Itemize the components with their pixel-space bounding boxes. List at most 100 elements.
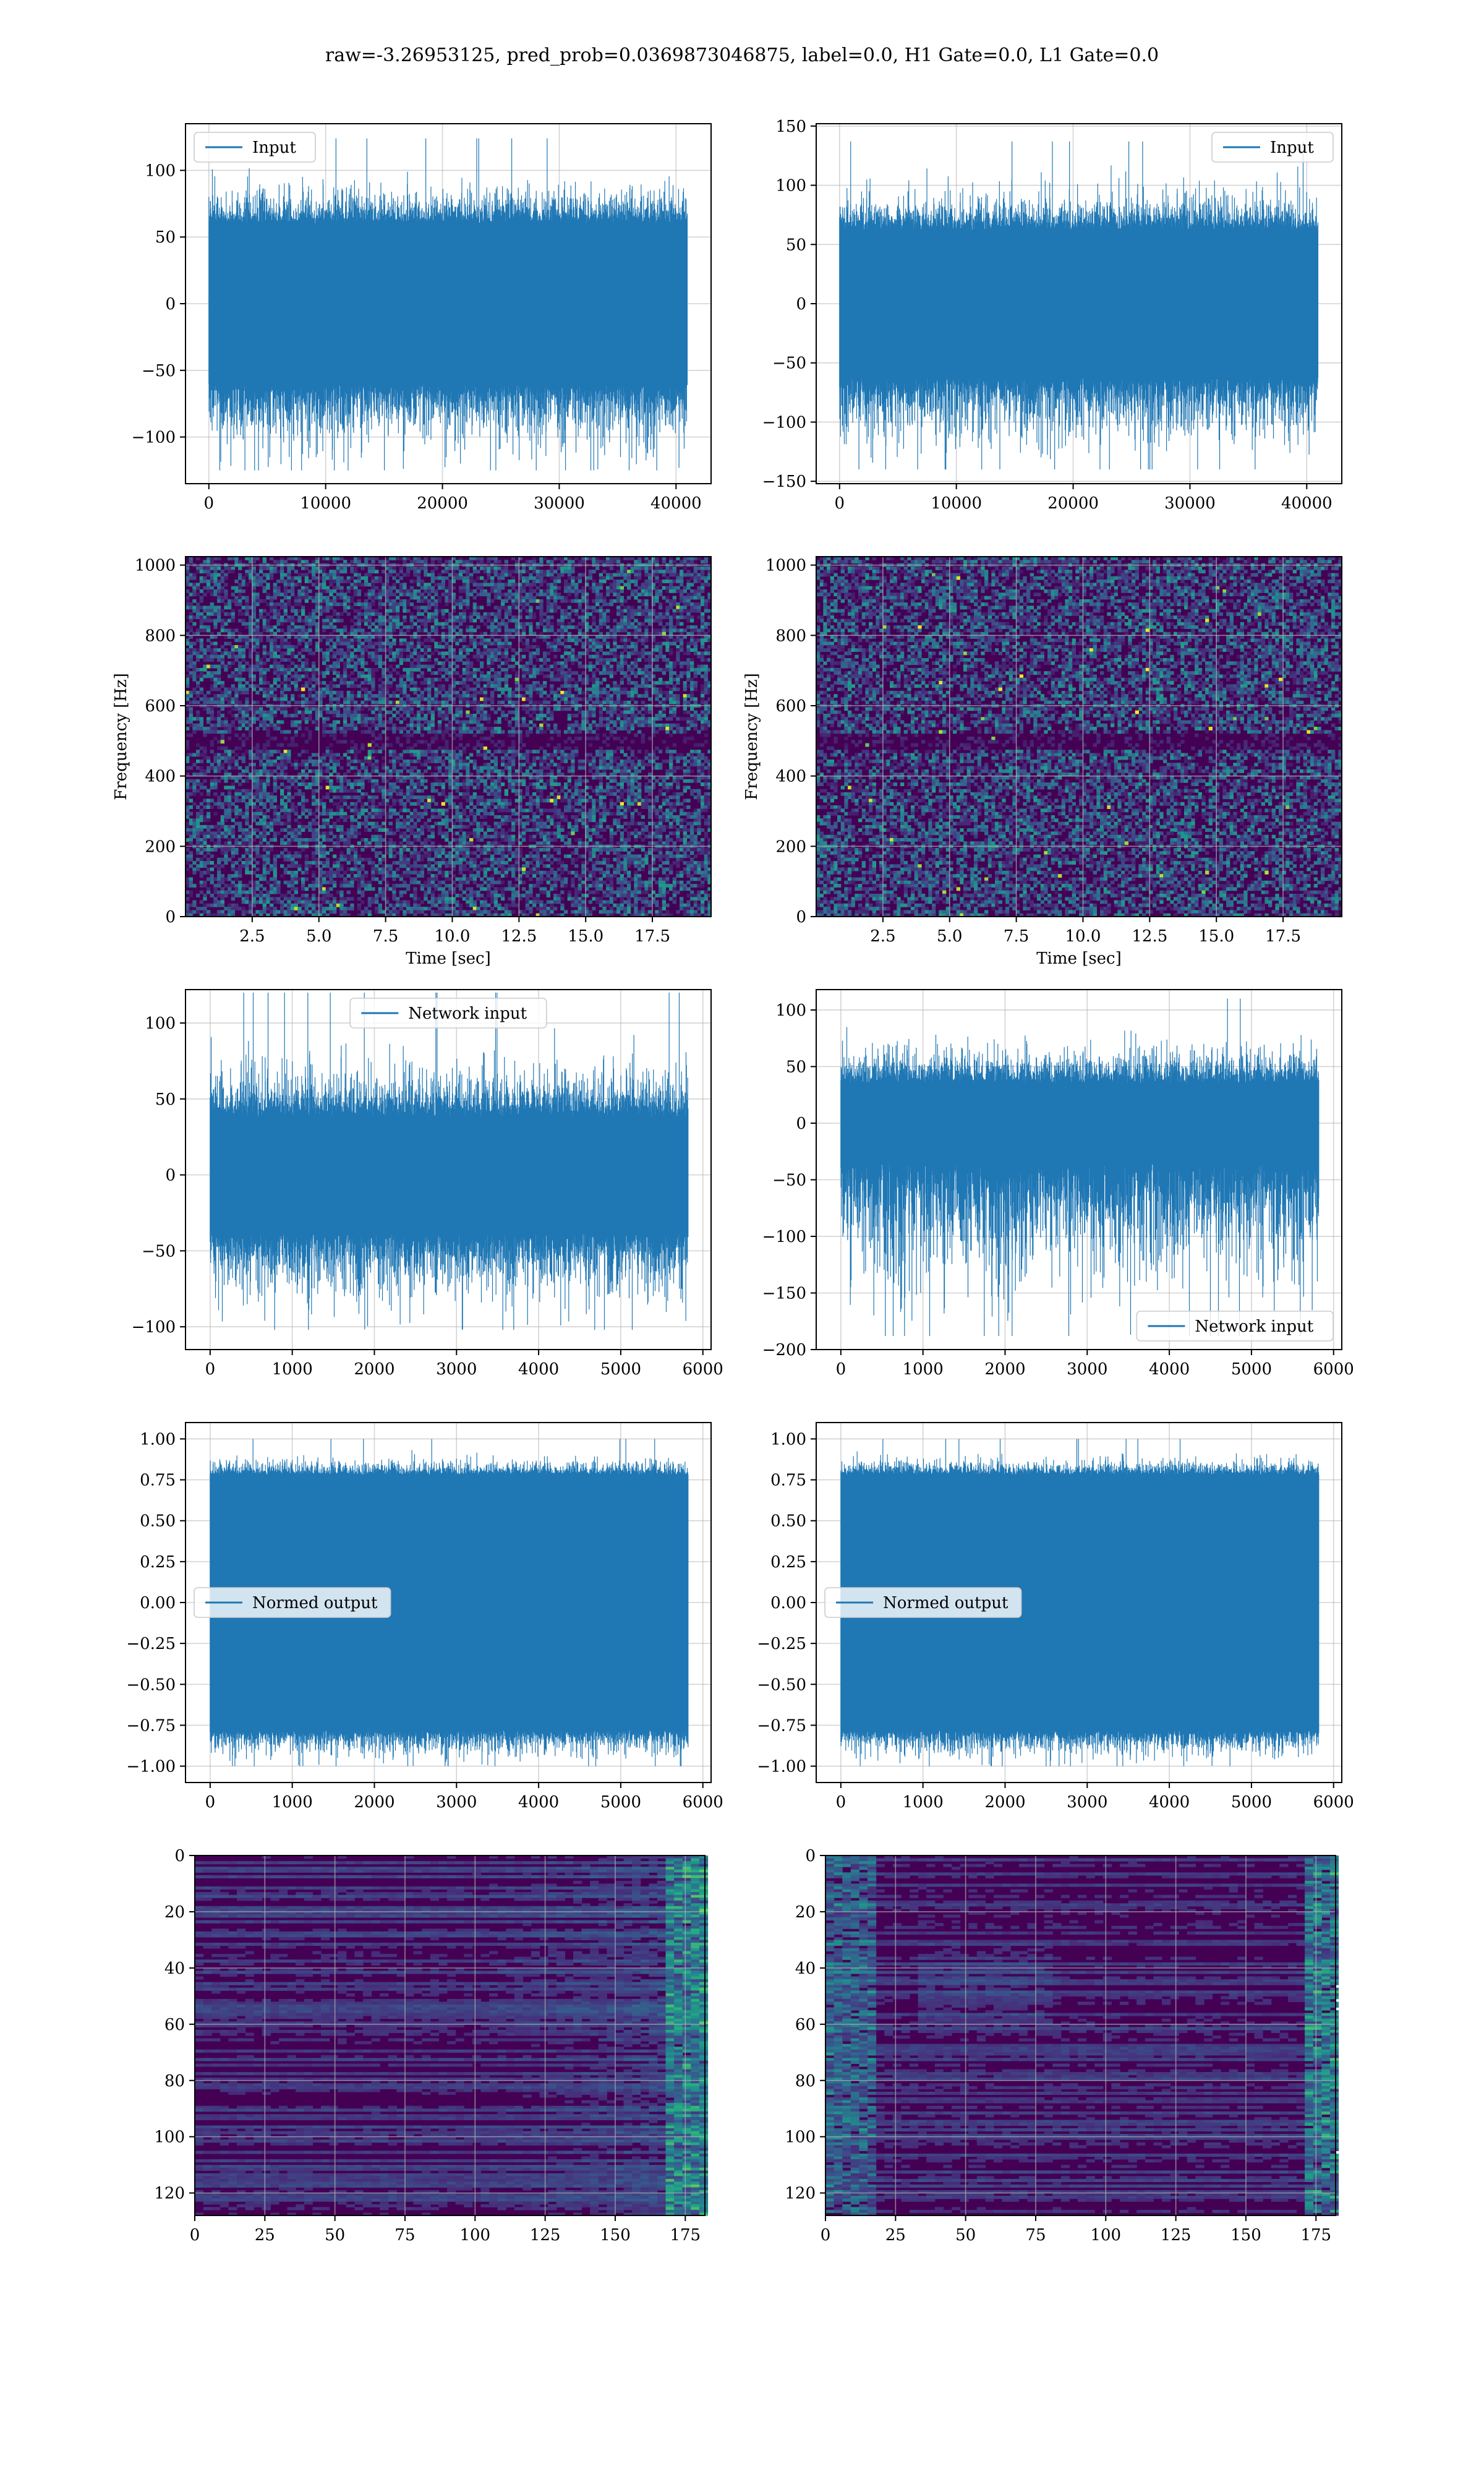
spectrogram-h1-heatmap-cell <box>659 690 663 695</box>
spectrogram-h1-heatmap-cell <box>249 717 253 721</box>
spectrogram-h1-heatmap-cell <box>406 566 411 570</box>
spectrogram-h1-heatmap-cell <box>371 723 375 727</box>
spectrogram-h1-heatmap-cell <box>514 714 519 717</box>
spectrogram-h1-heatmap-cell <box>364 667 369 672</box>
spectrogram-h1-heatmap-cell <box>592 687 596 691</box>
spectrogram-h1-heatmap-cell <box>192 622 197 626</box>
spectrogram-h1-heatmap-cell <box>283 612 288 616</box>
spectrogram-h1-heatmap-cell <box>634 612 638 616</box>
spectrogram-h1-heatmap-cell <box>546 674 550 678</box>
spectrogram-h1-heatmap-cell <box>651 612 655 616</box>
spectrogram-h1-heatmap-cell <box>315 583 319 587</box>
spectrogram-h1-heatmap-cell <box>641 700 645 704</box>
spectrogram-h1-heatmap-cell <box>287 583 291 587</box>
spectrogram-h1-heatmap-cell <box>430 612 435 616</box>
spectrogram-h1-heatmap-cell <box>427 681 432 685</box>
spectrogram-h1-heatmap-cell <box>252 720 256 724</box>
spectrogram-h1-heatmap-cell <box>469 638 474 643</box>
spectrogram-h1-heatmap-cell <box>192 641 197 646</box>
spectrogram-h1-heatmap-cell <box>690 684 694 688</box>
spectrogram-h1-heatmap-cell <box>550 644 554 649</box>
spectrogram-h1-heatmap-cell <box>438 690 442 695</box>
spectrogram-h1-heatmap-cell <box>693 727 697 730</box>
spectrogram-h1-heatmap-cell <box>690 720 694 724</box>
spectrogram-h1-heatmap-cell <box>224 723 228 727</box>
spectrogram-h1-heatmap-cell <box>651 658 655 662</box>
spectrogram-h1-heatmap-cell <box>420 697 424 701</box>
spectrogram-h1-heatmap-cell <box>270 707 274 711</box>
spectrogram-h1-heatmap-cell <box>346 651 351 656</box>
spectrogram-h1-heatmap-cell <box>480 638 484 643</box>
spectrogram-h1-heatmap-cell <box>472 557 477 560</box>
spectrogram-h1-heatmap-cell <box>308 694 312 698</box>
spectrogram-h1-heatmap-cell <box>693 573 697 577</box>
spectrogram-h1-heatmap-cell <box>553 654 558 659</box>
spectrogram-h1-heatmap-cell <box>336 651 340 656</box>
spectrogram-h1-heatmap-cell <box>525 641 529 646</box>
spectrogram-h1-heatmap-cell <box>620 677 624 682</box>
spectrogram-h1-heatmap-cell <box>301 586 305 590</box>
spectrogram-h1-heatmap-cell <box>438 573 442 577</box>
spectrogram-h1-heatmap-cell <box>693 700 697 704</box>
spectrogram-h1-heatmap-cell <box>231 618 235 623</box>
spectrogram-h1-heatmap-cell <box>472 717 477 721</box>
spectrogram-h1-heatmap-cell <box>680 671 684 675</box>
spectrogram-h1-heatmap-cell <box>680 648 684 652</box>
spectrogram-h1-heatmap-cell <box>424 664 428 669</box>
spectrogram-h1-heatmap-cell <box>441 612 445 616</box>
spectrogram-h1-heatmap-cell <box>620 635 624 639</box>
spectrogram-h1-heatmap-cell <box>371 671 375 675</box>
spectrogram-h1-heatmap-cell <box>697 557 701 560</box>
spectrogram-h1-heatmap-cell <box>535 625 540 629</box>
spectrogram-h1-heatmap-cell <box>476 625 480 629</box>
spectrogram-h1-heatmap-cell <box>329 573 333 577</box>
spectrogram-h1-heatmap-cell <box>270 654 274 659</box>
spectrogram-h1-heatmap-cell <box>357 573 361 577</box>
spectrogram-h1-heatmap-cell <box>532 580 537 583</box>
spectrogram-h1-heatmap-cell <box>504 560 508 564</box>
spectrogram-h1-heatmap-cell <box>539 576 544 580</box>
spectrogram-h1-heatmap-cell <box>270 631 274 636</box>
spectrogram-h1-heatmap-cell <box>315 566 319 570</box>
spectrogram-h1-heatmap-cell <box>413 557 417 560</box>
spectrogram-h1-heatmap-cell <box>291 720 295 724</box>
spectrogram-h1-heatmap-cell <box>312 583 316 587</box>
spectrogram-h1-heatmap-cell <box>339 570 344 574</box>
spectrogram-h1-heatmap-cell <box>493 638 498 643</box>
spectrogram-h1-heatmap-cell <box>522 606 526 610</box>
spectrogram-h1-heatmap-cell <box>280 730 284 734</box>
spectrogram-h1-heatmap-cell <box>522 654 526 659</box>
spectrogram-h1-heatmap-cell <box>276 593 281 597</box>
spectrogram-h1-heatmap-cell <box>252 596 256 600</box>
spectrogram-h1-heatmap-cell <box>312 661 316 666</box>
spectrogram-h1-heatmap-cell <box>336 700 340 704</box>
spectrogram-h1-heatmap-cell <box>511 628 516 633</box>
spectrogram-h1-heatmap-cell <box>648 589 652 593</box>
spectrogram-h1-heatmap-cell <box>382 697 386 701</box>
spectrogram-h1-heatmap-cell <box>367 602 372 606</box>
spectrogram-h1-heatmap-cell <box>315 622 319 626</box>
spectrogram-h1-heatmap-cell <box>683 602 687 606</box>
spectrogram-h1-heatmap-cell <box>480 593 484 597</box>
spectrogram-h1-heatmap-cell <box>255 717 260 721</box>
spectrogram-h1-heatmap-cell <box>203 700 207 704</box>
spectrogram-h1-heatmap-cell <box>609 710 613 714</box>
spectrogram-h1-heatmap-cell <box>283 589 288 593</box>
spectrogram-h1-heatmap-cell <box>487 684 491 688</box>
spectrogram-h1-heatmap-cell <box>420 596 424 600</box>
spectrogram-h1-heatmap-cell <box>525 596 529 600</box>
spectrogram-h1-heatmap-cell <box>595 658 600 662</box>
spectrogram-h1-heatmap-cell <box>676 717 680 721</box>
spectrogram-h1-heatmap-cell <box>241 648 245 652</box>
spectrogram-h1-heatmap-cell <box>315 667 319 672</box>
spectrogram-h1-heatmap-cell <box>686 583 691 587</box>
spectrogram-h1-heatmap-cell <box>476 681 480 685</box>
spectrogram-h1-heatmap-cell <box>662 723 666 727</box>
spectrogram-h1-heatmap-cell <box>567 677 571 682</box>
spectrogram-h1-heatmap-cell <box>438 644 442 649</box>
spectrogram-h1-heatmap-cell <box>585 707 589 711</box>
spectrogram-h1-heatmap-cell <box>693 717 697 721</box>
spectrogram-h1-heatmap-cell <box>472 697 477 701</box>
spectrogram-h1-heatmap-cell <box>539 723 544 727</box>
spectrogram-h1-heatmap-cell <box>623 557 628 560</box>
